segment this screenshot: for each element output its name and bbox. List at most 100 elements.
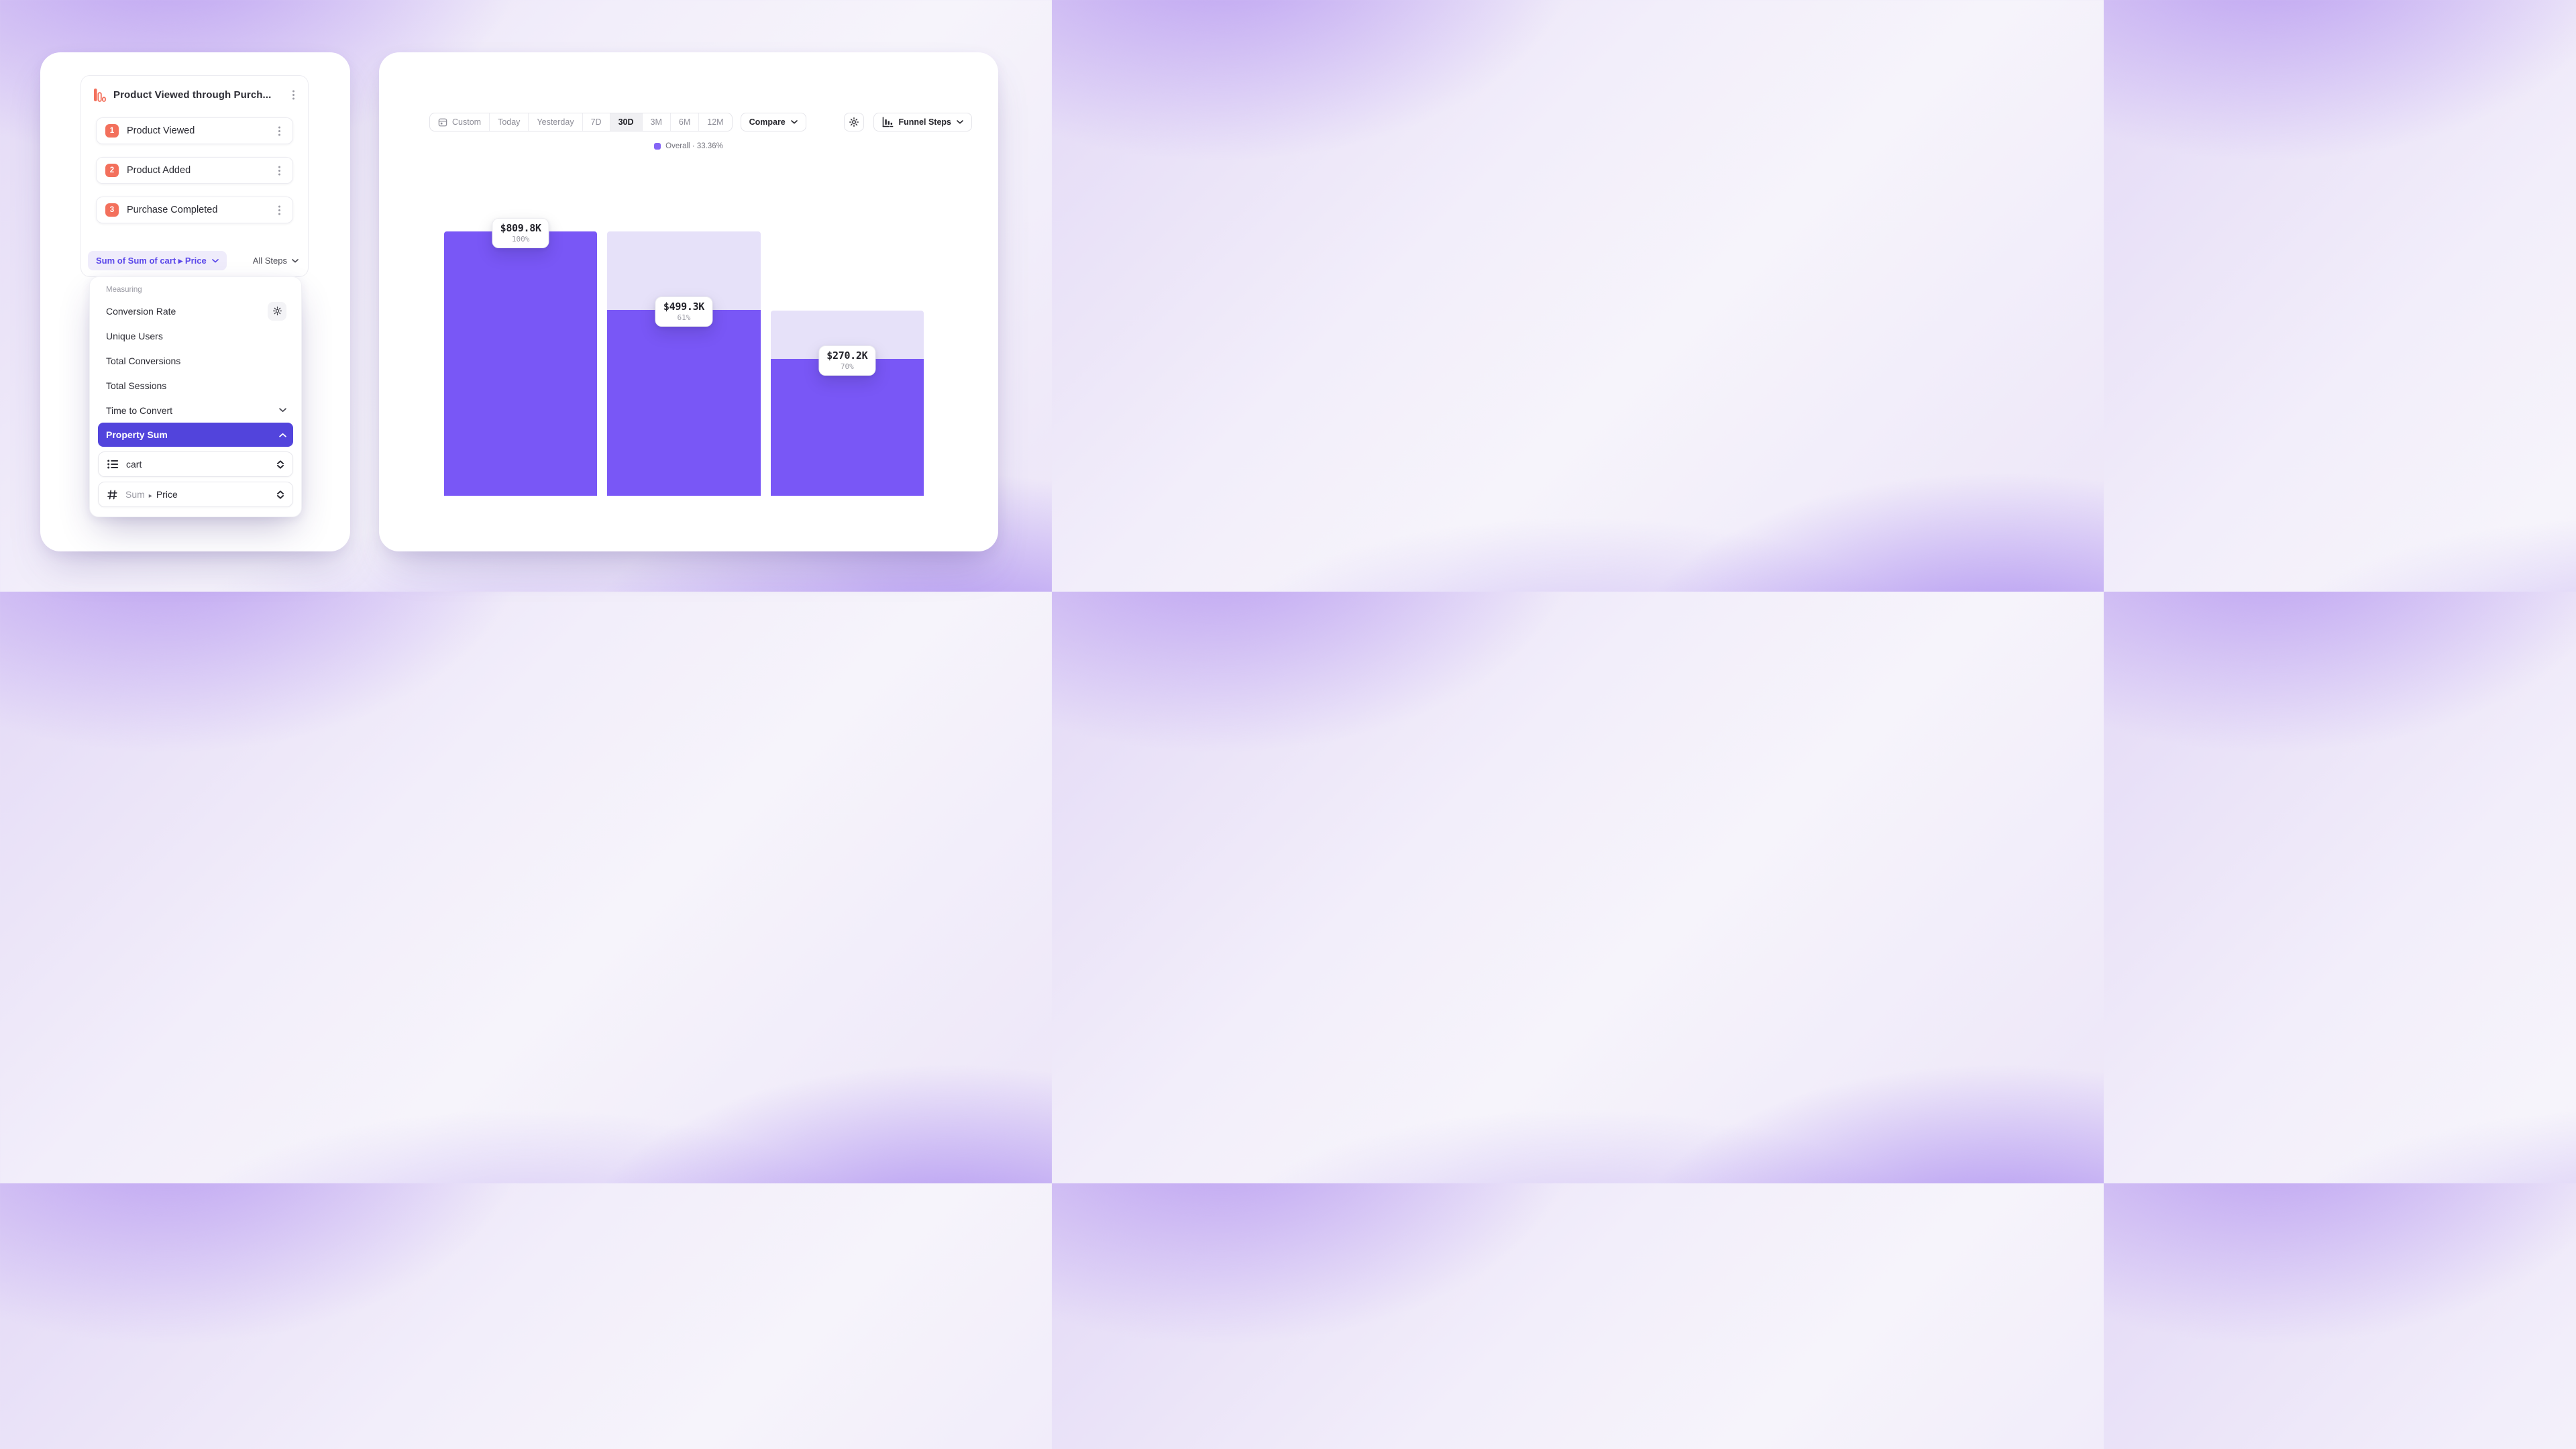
- gear-icon: [272, 306, 282, 316]
- funnel-step-product-viewed[interactable]: 1 Product Viewed: [96, 117, 293, 144]
- range-label: 30D: [618, 117, 634, 127]
- aggregation-property: Price: [156, 489, 178, 500]
- funnel-bar-3[interactable]: $270.2K 70%: [770, 231, 924, 496]
- list-icon: [107, 460, 118, 469]
- gear-icon: [849, 117, 859, 127]
- range-custom[interactable]: Custom: [430, 113, 489, 131]
- bar-value-tooltip: $499.3K 61%: [655, 297, 713, 327]
- compare-label: Compare: [749, 117, 786, 127]
- chevron-down-icon: [957, 120, 963, 124]
- menu-item-time-to-convert[interactable]: Time to Convert: [98, 398, 293, 423]
- range-6m[interactable]: 6M: [669, 113, 698, 131]
- hash-icon: [107, 490, 117, 499]
- range-label: 6M: [678, 117, 691, 127]
- range-label: Custom: [452, 117, 482, 127]
- measurement-dropdown-trigger[interactable]: Sum of Sum of cart ▸ Price: [88, 251, 227, 270]
- range-12m[interactable]: 12M: [698, 113, 731, 131]
- funnel-bar-achieved-segment: [770, 358, 924, 496]
- range-30d[interactable]: 30D: [609, 113, 642, 131]
- bar-value-tooltip: $809.8K 100%: [492, 218, 549, 248]
- bar-value-tooltip: $270.2K 70%: [818, 345, 876, 376]
- range-label: 7D: [590, 117, 602, 127]
- chevron-down-icon: [279, 408, 286, 413]
- view-selector-button[interactable]: Funnel Steps: [873, 113, 972, 131]
- conversion-rate-settings-button[interactable]: [268, 301, 286, 321]
- step-kebab-menu-icon[interactable]: [278, 169, 280, 172]
- funnel-step-product-added[interactable]: 2 Product Added: [96, 157, 293, 184]
- bar-conversion-percent: 70%: [840, 362, 854, 371]
- steps-scope-label: All Steps: [252, 256, 287, 266]
- compare-button[interactable]: Compare: [740, 113, 806, 131]
- bar-conversion-percent: 61%: [677, 313, 691, 323]
- step-label: Product Viewed: [127, 125, 195, 136]
- aggregation-select-value: Sum ▸ Price: [125, 489, 269, 500]
- range-yesterday[interactable]: Yesterday: [528, 113, 582, 131]
- funnel-chart: $809.8K 100% $499.3K 61% $270.2K 70%: [444, 218, 924, 496]
- funnel-bar-1[interactable]: $809.8K 100%: [444, 218, 598, 496]
- step-number-badge: 2: [105, 164, 119, 177]
- funnel-builder-card: Product Viewed through Purch... 1 Produc…: [40, 52, 350, 551]
- chevron-down-icon: [790, 120, 798, 124]
- app-background: { "funnel_builder": { "title": "Product …: [0, 0, 1052, 592]
- menu-item-label: Total Sessions: [106, 380, 167, 391]
- menu-item-unique-users[interactable]: Unique Users: [98, 323, 293, 348]
- range-label: Today: [498, 117, 521, 127]
- chevron-down-icon: [292, 258, 299, 262]
- range-label: 12M: [707, 117, 724, 127]
- funnel-chart-card: Custom Today Yesterday 7D 30D 3M 6M 12M …: [379, 52, 998, 551]
- funnel-bar-achieved-segment: [444, 231, 598, 496]
- menu-item-label: Property Sum: [106, 429, 168, 440]
- menu-item-label: Time to Convert: [106, 405, 173, 416]
- funnel-step-purchase-completed[interactable]: 3 Purchase Completed: [96, 197, 293, 223]
- step-kebab-menu-icon[interactable]: [278, 129, 280, 132]
- menu-item-total-conversions[interactable]: Total Conversions: [98, 348, 293, 373]
- funnel-bar-2[interactable]: $499.3K 61%: [607, 231, 761, 496]
- range-label: Yesterday: [537, 117, 574, 127]
- bar-conversion-percent: 100%: [511, 235, 530, 244]
- funnel-header: Product Viewed through Purch...: [81, 76, 308, 102]
- select-updown-icon: [277, 460, 284, 469]
- bar-value: $270.2K: [826, 349, 868, 362]
- steps-scope-dropdown[interactable]: All Steps: [253, 256, 299, 266]
- step-label: Purchase Completed: [127, 205, 218, 215]
- funnel-footer: Sum of Sum of cart ▸ Price All Steps: [88, 251, 299, 270]
- chevron-down-icon: [211, 258, 219, 262]
- view-selector-label: Funnel Steps: [898, 117, 951, 127]
- range-3m[interactable]: 3M: [641, 113, 670, 131]
- menu-item-property-sum[interactable]: Property Sum: [98, 423, 293, 447]
- property-select[interactable]: cart: [98, 451, 293, 477]
- funnel-bar-achieved-segment: [607, 310, 761, 496]
- aggregation-prefix: Sum: [125, 489, 145, 500]
- step-number-badge: 1: [105, 124, 119, 138]
- funnel-steps-chart-icon: [882, 117, 893, 127]
- funnel-definition-panel: Product Viewed through Purch... 1 Produc…: [80, 75, 309, 277]
- measuring-dropdown-panel: Measuring Conversion Rate Unique Users T…: [89, 276, 302, 517]
- menu-item-conversion-rate[interactable]: Conversion Rate: [98, 299, 293, 323]
- chevron-up-icon: [279, 433, 286, 437]
- property-select-value: cart: [126, 459, 142, 470]
- menu-item-label: Conversion Rate: [106, 305, 176, 317]
- menu-item-label: Unique Users: [106, 330, 163, 341]
- chart-toolbar: Custom Today Yesterday 7D 30D 3M 6M 12M …: [429, 113, 972, 131]
- step-number-badge: 3: [105, 203, 119, 217]
- funnel-kebab-menu-icon[interactable]: [292, 94, 294, 96]
- measurement-label: Sum of Sum of cart ▸ Price: [96, 255, 207, 266]
- breadcrumb-arrow: ▸: [148, 492, 152, 500]
- range-today[interactable]: Today: [489, 113, 528, 131]
- chart-settings-button[interactable]: [843, 113, 864, 131]
- step-label: Product Added: [127, 165, 191, 176]
- select-updown-icon: [277, 490, 284, 499]
- chart-legend: Overall · 33.36%: [379, 142, 998, 150]
- bar-value: $499.3K: [663, 301, 705, 313]
- step-kebab-menu-icon[interactable]: [278, 209, 280, 211]
- funnel-title: Product Viewed through Purch...: [113, 89, 272, 101]
- legend-swatch: [654, 143, 661, 150]
- funnel-chart-icon: [93, 88, 106, 102]
- chart-settings-group: Funnel Steps: [843, 113, 972, 131]
- calendar-icon: [438, 118, 447, 127]
- menu-item-total-sessions[interactable]: Total Sessions: [98, 373, 293, 398]
- measuring-section-label: Measuring: [106, 286, 142, 294]
- aggregation-select[interactable]: Sum ▸ Price: [98, 482, 293, 507]
- range-7d[interactable]: 7D: [582, 113, 610, 131]
- bar-value: $809.8K: [500, 222, 541, 234]
